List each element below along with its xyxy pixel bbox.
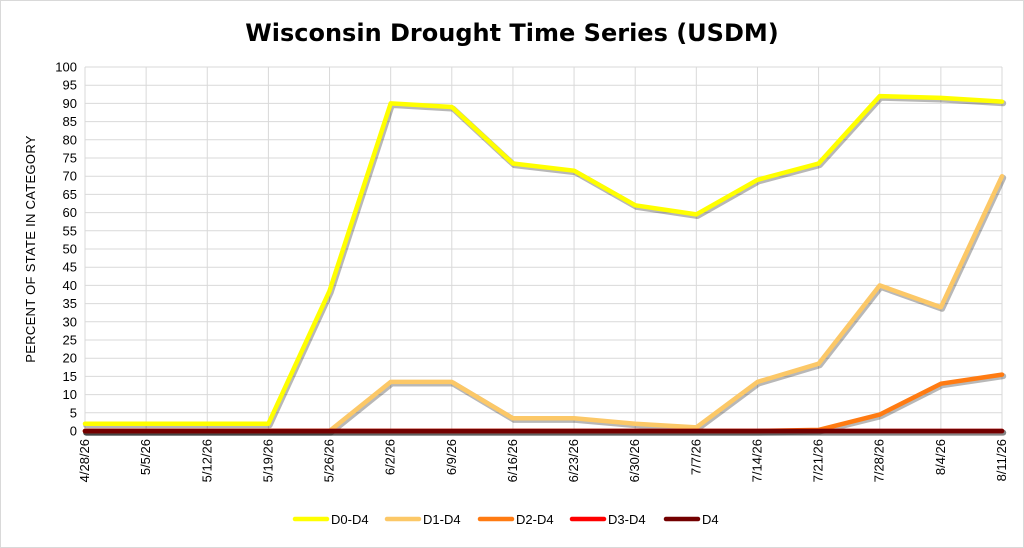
y-tick-label: 35 xyxy=(63,296,77,311)
x-tick-label: 6/2/26 xyxy=(383,439,398,475)
y-tick-label: 90 xyxy=(63,96,77,111)
legend-label: D0-D4 xyxy=(331,512,369,527)
legend-item-d4: D4 xyxy=(663,512,719,527)
series-line xyxy=(82,93,1005,426)
y-axis-label: PERCENT OF STATE IN CATEGORY xyxy=(23,135,38,363)
y-tick-label: 70 xyxy=(63,169,77,184)
y-tick-label: 95 xyxy=(63,78,77,93)
y-tick-label: 20 xyxy=(63,351,77,366)
series-lines xyxy=(82,93,1007,436)
series-d0-d4 xyxy=(82,93,1007,429)
y-tick-label: 15 xyxy=(63,369,77,384)
legend: D0-D4 D1-D4 D2-D4 D3-D4 D4 xyxy=(292,512,719,527)
legend-label: D1-D4 xyxy=(423,512,461,527)
legend-item-d2-d4: D2-D4 xyxy=(477,512,554,527)
y-tick-label: 100 xyxy=(55,60,77,75)
chart-title: Wisconsin Drought Time Series (USDM) xyxy=(245,19,778,47)
y-tick-label: 45 xyxy=(63,260,77,275)
legend-label: D3-D4 xyxy=(608,512,646,527)
x-tick-labels: 4/28/26 5/5/26 5/12/26 5/19/26 5/26/26 6/2/26… xyxy=(77,439,1009,482)
y-tick-label: 50 xyxy=(63,242,77,257)
series-d4 xyxy=(82,428,1007,436)
y-tick-labels: 0 5 10 15 20 25 30 35 40 45 50 55 60 65 70 75 80 85 90 95 10… xyxy=(55,60,77,439)
x-tick-label: 4/28/26 xyxy=(77,439,92,482)
y-tick-label: 60 xyxy=(63,205,77,220)
x-tick-label: 6/16/26 xyxy=(505,439,520,482)
legend-label: D2-D4 xyxy=(516,512,554,527)
y-tick-label: 65 xyxy=(63,187,77,202)
y-tick-label: 10 xyxy=(63,387,77,402)
x-tick-label: 6/23/26 xyxy=(566,439,581,482)
legend-item-d1-d4: D1-D4 xyxy=(384,512,461,527)
y-tick-label: 25 xyxy=(63,333,77,348)
legend-label: D4 xyxy=(702,512,719,527)
y-tick-label: 0 xyxy=(70,424,77,439)
y-tick-label: 40 xyxy=(63,278,77,293)
legend-item-d3-d4: D3-D4 xyxy=(569,512,646,527)
x-tick-label: 5/26/26 xyxy=(322,439,337,482)
x-tick-label: 7/28/26 xyxy=(872,439,887,482)
x-tick-label: 6/30/26 xyxy=(627,439,642,482)
x-tick-label: 8/11/26 xyxy=(994,439,1009,481)
y-tick-label: 30 xyxy=(63,314,77,329)
x-tick-label: 7/7/26 xyxy=(688,439,703,475)
gridlines xyxy=(84,66,1003,432)
y-tick-label: 55 xyxy=(63,223,77,238)
x-tick-label: 7/21/26 xyxy=(811,439,826,482)
x-tick-label: 5/19/26 xyxy=(260,439,275,482)
x-tick-label: 5/12/26 xyxy=(199,439,214,482)
y-tick-label: 85 xyxy=(63,114,77,129)
y-tick-label: 80 xyxy=(63,132,77,147)
x-tick-label: 6/9/26 xyxy=(444,439,459,475)
legend-item-d0-d4: D0-D4 xyxy=(292,512,369,527)
x-tick-label: 7/14/26 xyxy=(749,439,764,482)
y-tick-label: 75 xyxy=(63,151,77,166)
x-tick-label: 5/5/26 xyxy=(138,439,153,475)
x-tick-label: 8/4/26 xyxy=(933,439,948,475)
y-tick-label: 5 xyxy=(70,405,77,420)
